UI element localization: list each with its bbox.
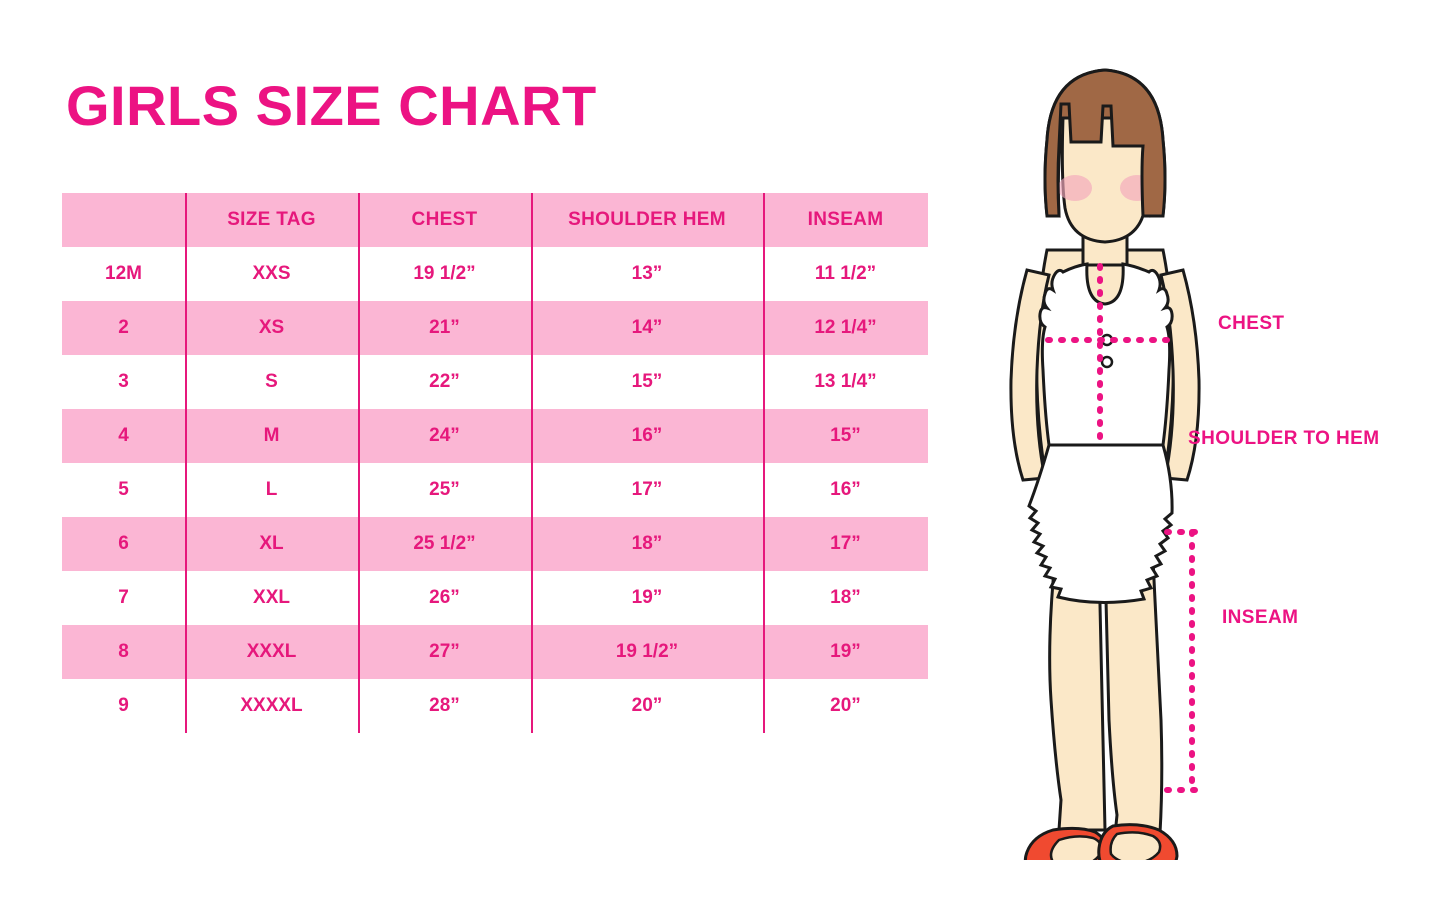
cell-size-tag: XXXXL [185,679,358,733]
cell-size-tag: XXXL [185,625,358,679]
cell-inseam: 20” [763,679,928,733]
left-cheek-blush [1058,175,1092,201]
table-row: 7 XXL 26” 19” 18” [62,571,928,625]
cell-inseam: 11 1/2” [763,247,928,301]
cell-inseam: 16” [763,463,928,517]
size-chart-table: SIZE TAG CHEST SHOULDER HEM INSEAM 12M X… [62,193,928,733]
cell-age: 4 [118,425,129,446]
table-row: 6 XL 25 1/2” 18” 17” [62,517,928,571]
hair-bangs [1043,68,1167,218]
cell-shoulder-hem: 19” [531,571,763,625]
table-row: 8 XXXL 27” 19 1/2” 19” [62,625,928,679]
cell-shoulder-hem: 20” [531,679,763,733]
cell-size-tag: XXS [185,247,358,301]
cell-chest: 19 1/2” [358,247,531,301]
cell-chest: 22” [358,355,531,409]
cell-chest: 24” [358,409,531,463]
cell-shoulder-hem: 17” [531,463,763,517]
cell-chest: 26” [358,571,531,625]
right-shoe-opening [1109,831,1162,860]
cell-shoulder-hem: 13” [531,247,763,301]
top-garment [1038,262,1174,447]
cell-chest: 21” [358,301,531,355]
cell-inseam: 15” [763,409,928,463]
cell-age: 9 [118,695,129,716]
cell-age: 7 [118,587,129,608]
cell-inseam: 19” [763,625,928,679]
table-row: 5 L 25” 17” 16” [62,463,928,517]
left-shoe-opening [1049,835,1103,860]
cell-size-tag: XXL [185,571,358,625]
cell-age: 8 [118,641,129,662]
column-header-age [62,193,185,247]
cell-chest: 27” [358,625,531,679]
callout-label-inseam: INSEAM [1222,607,1299,628]
table-row: 12M XXS 19 1/2” 13” 11 1/2” [62,247,928,301]
callout-label-chest: CHEST [1218,313,1285,334]
cell-size-tag: L [185,463,358,517]
cell-shoulder-hem: 18” [531,517,763,571]
column-header-inseam: INSEAM [763,193,928,247]
cell-age: 2 [118,317,129,338]
cell-size-tag: XL [185,517,358,571]
cell-chest: 28” [358,679,531,733]
cell-size-tag: XS [185,301,358,355]
skirt-garment [1027,443,1174,605]
page-title: GIRLS SIZE CHART [66,74,597,137]
table-row: 3 S 22” 15” 13 1/4” [62,355,928,409]
table-header-row: SIZE TAG CHEST SHOULDER HEM INSEAM [62,193,928,247]
column-header-chest: CHEST [358,193,531,247]
cell-shoulder-hem: 16” [531,409,763,463]
cell-age: 5 [118,479,129,500]
cell-size-tag: M [185,409,358,463]
cell-shoulder-hem: 15” [531,355,763,409]
table-row: 4 M 24” 16” 15” [62,409,928,463]
button-lower [1100,355,1114,369]
cell-age: 12M [105,263,142,284]
table-row: 2 XS 21” 14” 12 1/4” [62,301,928,355]
column-header-size-tag: SIZE TAG [185,193,358,247]
cell-chest: 25” [358,463,531,517]
girl-figure-illustration [955,40,1255,860]
cell-chest: 25 1/2” [358,517,531,571]
cell-inseam: 13 1/4” [763,355,928,409]
cell-shoulder-hem: 14” [531,301,763,355]
cell-inseam: 12 1/4” [763,301,928,355]
column-header-shoulder-hem: SHOULDER HEM [531,193,763,247]
cell-inseam: 17” [763,517,928,571]
cell-inseam: 18” [763,571,928,625]
callout-label-shoulder-to-hem: SHOULDER TO HEM [1188,428,1380,449]
table-row: 9 XXXXL 28” 20” 20” [62,679,928,733]
cell-age: 3 [118,371,129,392]
cell-age: 6 [118,533,129,554]
cell-shoulder-hem: 19 1/2” [531,625,763,679]
cell-size-tag: S [185,355,358,409]
